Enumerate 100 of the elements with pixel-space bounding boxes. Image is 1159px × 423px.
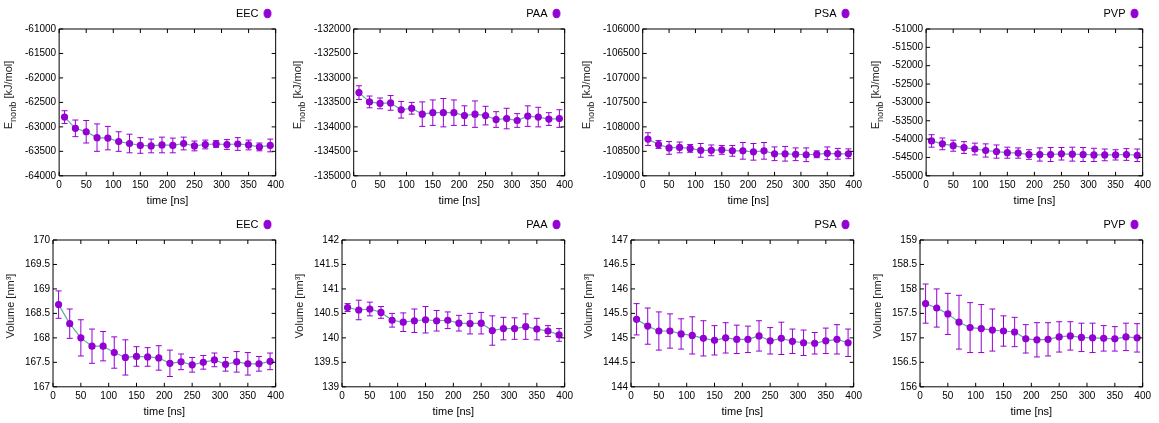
point bbox=[534, 113, 542, 121]
x-tick-label: 300 bbox=[500, 389, 518, 401]
y-tick-label: -53000 bbox=[892, 96, 924, 108]
point bbox=[811, 339, 819, 347]
point bbox=[699, 334, 707, 342]
point bbox=[632, 315, 641, 323]
x-tick-label: 250 bbox=[761, 389, 779, 401]
y-tick-label: 168 bbox=[33, 331, 51, 343]
y-tick-label: 156.5 bbox=[891, 356, 918, 368]
y-tick-label: 144.5 bbox=[602, 356, 629, 368]
y-tick-label: -133500 bbox=[314, 96, 352, 108]
point bbox=[147, 142, 155, 150]
y-tick-label: -132500 bbox=[314, 47, 352, 59]
point bbox=[481, 112, 490, 120]
x-tick-label: 0 bbox=[350, 178, 357, 190]
legend-label: PVP bbox=[1103, 6, 1126, 19]
point bbox=[439, 109, 447, 117]
x-axis-title: time [ns] bbox=[143, 405, 186, 418]
x-tick-label: 300 bbox=[503, 178, 521, 190]
x-tick-label: 100 bbox=[398, 178, 416, 190]
x-axis-title: time [ns] bbox=[438, 194, 480, 207]
point bbox=[355, 306, 363, 314]
y-tick-label: -108500 bbox=[603, 145, 641, 157]
legend-label: PAA bbox=[526, 6, 549, 19]
legend-label: PVP bbox=[1103, 217, 1126, 230]
point bbox=[823, 149, 831, 157]
point bbox=[688, 331, 696, 340]
y-tick-label: 157 bbox=[900, 331, 918, 343]
point bbox=[244, 360, 252, 368]
point bbox=[499, 324, 508, 333]
y-tick-label: 140 bbox=[322, 331, 340, 343]
y-tick-label: 140.5 bbox=[313, 307, 340, 319]
x-tick-label: 350 bbox=[239, 389, 257, 401]
x-tick-label: 200 bbox=[159, 178, 177, 190]
y-tick-label: 141.5 bbox=[313, 258, 340, 270]
point bbox=[477, 319, 485, 327]
x-tick-label: 0 bbox=[923, 178, 930, 190]
point bbox=[1022, 335, 1030, 343]
point bbox=[510, 324, 519, 333]
x-axis-title: time [ns] bbox=[727, 194, 769, 207]
x-tick-label: 150 bbox=[706, 389, 724, 401]
x-tick-label: 100 bbox=[678, 389, 696, 401]
y-tick-label: -109000 bbox=[603, 169, 641, 181]
point bbox=[1088, 334, 1097, 342]
y-tick-label: -51000 bbox=[892, 22, 924, 34]
x-tick-label: 250 bbox=[766, 178, 784, 190]
point bbox=[933, 304, 941, 312]
legend-label: EEC bbox=[235, 217, 259, 230]
legend-label: PSA bbox=[814, 217, 838, 230]
x-tick-label: 400 bbox=[556, 389, 574, 401]
point bbox=[1068, 150, 1076, 158]
x-tick-label: 50 bbox=[374, 178, 387, 190]
x-tick-label: 250 bbox=[477, 178, 495, 190]
legend-label: PSA bbox=[814, 6, 838, 19]
point bbox=[121, 353, 129, 362]
x-tick-label: 300 bbox=[211, 389, 229, 401]
y-tick-label: -107500 bbox=[603, 96, 641, 108]
y-tick-label: -63500 bbox=[25, 145, 57, 157]
point bbox=[977, 324, 985, 333]
x-tick-label: 150 bbox=[713, 178, 731, 190]
x-tick-label: 50 bbox=[653, 389, 665, 401]
x-tick-label: 200 bbox=[445, 389, 463, 401]
x-tick-label: 150 bbox=[128, 389, 146, 401]
y-tick-label: -61500 bbox=[25, 47, 57, 59]
y-tick-label: 169 bbox=[33, 282, 51, 294]
y-tick-label: 145 bbox=[611, 331, 629, 343]
x-tick-label: 150 bbox=[417, 389, 435, 401]
point bbox=[802, 151, 810, 159]
x-tick-label: 350 bbox=[529, 178, 548, 190]
x-tick-label: 400 bbox=[267, 389, 285, 401]
x-axis-title: time [ns] bbox=[721, 405, 764, 418]
point bbox=[71, 124, 79, 132]
y-tick-label: -64000 bbox=[25, 169, 57, 181]
x-tick-label: 150 bbox=[995, 389, 1013, 401]
point bbox=[233, 358, 241, 366]
y-tick-label: 157.5 bbox=[891, 307, 918, 319]
point bbox=[555, 114, 563, 123]
point bbox=[82, 128, 90, 136]
point bbox=[132, 352, 141, 361]
x-tick-label: 350 bbox=[1107, 178, 1125, 190]
y-tick-label: -54500 bbox=[892, 151, 924, 163]
x-tick-label: 100 bbox=[104, 178, 123, 190]
y-tick-label: -132000 bbox=[314, 22, 352, 34]
y-tick-label: 167.5 bbox=[24, 356, 51, 368]
point bbox=[770, 150, 779, 158]
y-tick-label: 158.5 bbox=[891, 258, 918, 270]
x-tick-label: 50 bbox=[942, 389, 954, 401]
y-tick-label: 158 bbox=[900, 282, 918, 294]
x-tick-label: 250 bbox=[183, 389, 201, 401]
point bbox=[418, 110, 426, 118]
point bbox=[788, 337, 797, 345]
x-tick-label: 300 bbox=[1078, 389, 1096, 401]
x-tick-label: 300 bbox=[792, 178, 810, 190]
x-tick-label: 350 bbox=[240, 178, 258, 190]
legend-label: PAA bbox=[526, 217, 549, 230]
x-axis-title: time [ns] bbox=[1013, 194, 1056, 207]
y-axis-title: Volume [nm³] bbox=[871, 273, 883, 339]
x-tick-label: 250 bbox=[1053, 178, 1071, 190]
y-tick-label: 169.5 bbox=[24, 258, 51, 270]
y-tick-label: 146 bbox=[611, 282, 629, 294]
